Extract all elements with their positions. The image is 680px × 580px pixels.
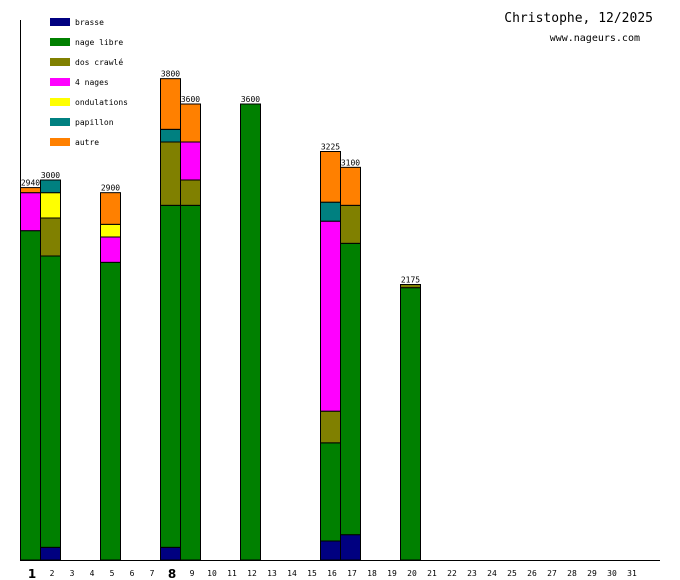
bar-total-day-2: 3000 bbox=[41, 171, 60, 180]
bars bbox=[20, 78, 421, 561]
x-tick-3: 3 bbox=[70, 569, 75, 578]
bar-segment-day-17-nage-libre bbox=[340, 242, 361, 536]
bar-segment-day-1-autre bbox=[20, 187, 41, 194]
x-tick-4: 4 bbox=[90, 569, 95, 578]
bar-segment-day-20-dos-crawlé bbox=[400, 284, 421, 289]
bar-segment-day-2-brasse bbox=[40, 546, 61, 561]
bar-segment-day-17-brasse bbox=[340, 534, 361, 561]
legend-label-6: autre bbox=[75, 138, 99, 147]
bar-segment-day-5-autre bbox=[100, 192, 121, 225]
x-tick-17: 17 bbox=[347, 569, 357, 578]
x-tick-26: 26 bbox=[527, 569, 537, 578]
x-tick-23: 23 bbox=[467, 569, 477, 578]
bar-segment-day-1-4-nages bbox=[20, 192, 41, 232]
bar-segment-day-9-nage-libre bbox=[180, 204, 201, 561]
bar-segment-day-16-papillon bbox=[320, 201, 341, 222]
x-tick-18: 18 bbox=[367, 569, 377, 578]
bar-segment-day-8-dos-crawlé bbox=[160, 141, 181, 206]
x-tick-14: 14 bbox=[287, 569, 297, 578]
bar-segment-day-17-autre bbox=[340, 166, 361, 206]
x-tick-2: 2 bbox=[50, 569, 55, 578]
x-tick-5: 5 bbox=[110, 569, 115, 578]
bar-segment-day-2-ondulations bbox=[40, 192, 61, 219]
bar-total-day-17: 3100 bbox=[341, 158, 360, 167]
x-tick-13: 13 bbox=[267, 569, 277, 578]
x-tick-10: 10 bbox=[207, 569, 217, 578]
bar-segment-day-2-nage-libre bbox=[40, 255, 61, 548]
bar-segment-day-1-nage-libre bbox=[20, 230, 41, 561]
bar-segment-day-5-nage-libre bbox=[100, 261, 121, 561]
bar-total-day-9: 3600 bbox=[181, 95, 200, 104]
bar-segment-day-8-autre bbox=[160, 78, 181, 130]
legend-swatch-2 bbox=[50, 58, 70, 66]
bar-segment-day-5-4-nages bbox=[100, 236, 121, 263]
legend-label-4: ondulations bbox=[75, 98, 128, 107]
bar-segment-day-20-nage-libre bbox=[400, 287, 421, 561]
x-tick-21: 21 bbox=[427, 569, 437, 578]
x-tick-31: 31 bbox=[627, 569, 637, 578]
x-tick-24: 24 bbox=[487, 569, 497, 578]
bar-segment-day-12-nage-libre bbox=[240, 103, 261, 561]
legend-swatch-0 bbox=[50, 18, 70, 26]
bar-segment-day-16-autre bbox=[320, 151, 341, 203]
x-tick-22: 22 bbox=[447, 569, 457, 578]
legend: brasse nage libre dos crawlé 4 nages ondulat… bbox=[50, 18, 128, 147]
x-tick-8: 8 bbox=[168, 567, 176, 580]
bar-segment-day-16-4-nages bbox=[320, 220, 341, 412]
x-tick-12: 12 bbox=[247, 569, 257, 578]
legend-label-5: papillon bbox=[75, 118, 114, 127]
bar-total-day-20: 2175 bbox=[401, 276, 420, 285]
chart-subtitle: www.nageurs.com bbox=[550, 33, 640, 44]
x-tick-6: 6 bbox=[130, 569, 135, 578]
bar-total-day-8: 3800 bbox=[161, 70, 180, 79]
bar-segment-day-2-papillon bbox=[40, 179, 61, 194]
legend-swatch-3 bbox=[50, 78, 70, 86]
legend-swatch-5 bbox=[50, 118, 70, 126]
legend-swatch-1 bbox=[50, 38, 70, 46]
bar-total-day-12: 3600 bbox=[241, 95, 260, 104]
x-tick-30: 30 bbox=[607, 569, 617, 578]
x-tick-9: 9 bbox=[190, 569, 195, 578]
legend-label-2: dos crawlé bbox=[75, 57, 123, 67]
x-tick-16: 16 bbox=[327, 569, 337, 578]
bar-segment-day-8-brasse bbox=[160, 546, 181, 561]
x-tick-labels: 1 2 3 4 5 6 7 8 9 10 11 12 13 14 15 16 17 18 19 20 21 22 23 24 2… bbox=[28, 567, 637, 580]
chart-title: Christophe, 12/2025 bbox=[504, 11, 653, 26]
legend-swatch-4 bbox=[50, 98, 70, 106]
x-tick-7: 7 bbox=[150, 569, 155, 578]
bar-total-day-16: 3225 bbox=[321, 143, 340, 152]
bar-segment-day-9-dos-crawlé bbox=[180, 179, 201, 206]
bar-segment-day-16-dos-crawlé bbox=[320, 410, 341, 444]
x-tick-1: 1 bbox=[28, 567, 36, 580]
x-tick-28: 28 bbox=[567, 569, 577, 578]
bar-segment-day-16-brasse bbox=[320, 540, 341, 561]
x-tick-20: 20 bbox=[407, 569, 417, 578]
x-tick-29: 29 bbox=[587, 569, 597, 578]
legend-label-1: nage libre bbox=[75, 38, 123, 47]
bar-segment-day-5-ondulations bbox=[100, 223, 121, 238]
x-tick-27: 27 bbox=[547, 569, 557, 578]
bar-segment-day-8-nage-libre bbox=[160, 204, 181, 548]
bar-segment-day-2-dos-crawlé bbox=[40, 217, 61, 257]
bar-segment-day-17-dos-crawlé bbox=[340, 204, 361, 244]
legend-label-3: 4 nages bbox=[75, 78, 109, 87]
legend-label-0: brasse bbox=[75, 18, 104, 27]
x-tick-15: 15 bbox=[307, 569, 317, 578]
x-tick-25: 25 bbox=[507, 569, 517, 578]
bar-segment-day-16-nage-libre bbox=[320, 442, 341, 542]
x-tick-11: 11 bbox=[227, 569, 237, 578]
bar-segment-day-9-4-nages bbox=[180, 141, 201, 181]
x-tick-19: 19 bbox=[387, 569, 397, 578]
bar-total-day-1: 2940 bbox=[21, 179, 40, 188]
legend-swatch-6 bbox=[50, 138, 70, 146]
bar-segment-day-8-papillon bbox=[160, 128, 181, 143]
bar-segment-day-9-autre bbox=[180, 103, 201, 143]
bar-total-day-5: 2900 bbox=[101, 184, 120, 193]
